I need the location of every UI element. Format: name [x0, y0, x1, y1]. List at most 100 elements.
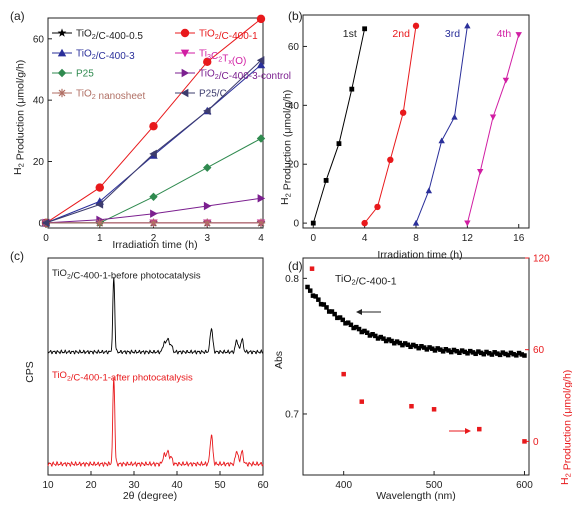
data-point	[149, 122, 158, 131]
marker-shape	[502, 77, 510, 84]
marker-shape	[432, 348, 438, 353]
xrd-pattern	[47, 377, 264, 468]
legend-marker	[180, 88, 189, 98]
marker-shape	[430, 346, 435, 351]
data-point	[489, 114, 497, 121]
y-tick-label: 0	[293, 219, 299, 230]
data-point	[367, 333, 373, 338]
data-point	[256, 56, 265, 65]
panel-a-frame	[47, 17, 264, 229]
data-point	[356, 326, 362, 332]
marker-shape	[419, 344, 424, 349]
data-point	[459, 348, 465, 353]
marker-shape	[343, 321, 348, 326]
data-point	[402, 341, 408, 346]
data-point	[464, 22, 471, 29]
marker-shape	[324, 305, 329, 310]
y-axis-label: H2 Production (μmol/g/h)	[12, 60, 27, 175]
x-tick-label: 30	[128, 480, 140, 491]
data-point	[424, 347, 430, 352]
marker-shape	[497, 352, 503, 358]
x-tick-label: 12	[462, 233, 474, 244]
data-point	[329, 309, 335, 314]
data-point	[419, 344, 424, 349]
marker-shape	[424, 347, 430, 352]
data-point	[323, 178, 329, 183]
series-2nd	[361, 22, 420, 227]
data-point	[489, 352, 495, 357]
data-point	[421, 345, 427, 350]
marker-shape	[515, 32, 522, 38]
data-point	[203, 218, 212, 228]
legend-label: P25	[76, 69, 94, 80]
marker-shape	[477, 169, 484, 175]
panel-c-frame	[47, 257, 264, 476]
marker-shape	[427, 345, 432, 350]
y-axis-label-left: Abs	[273, 351, 285, 369]
data-point	[519, 352, 525, 357]
marker-shape	[337, 315, 343, 320]
marker-shape	[383, 338, 389, 344]
marker-shape	[505, 352, 511, 358]
cycle-annotation: 1st	[343, 28, 357, 40]
legend-marker	[181, 68, 190, 78]
series-1st	[310, 26, 368, 226]
legend-marker	[57, 48, 67, 57]
marker-shape	[181, 68, 190, 78]
data-point	[481, 351, 487, 357]
marker-shape	[477, 426, 482, 432]
legend-entry: P25/C	[175, 89, 227, 100]
series-line	[466, 34, 520, 224]
marker-shape	[356, 326, 362, 332]
marker-shape	[449, 349, 454, 355]
x-tick-label: 2	[151, 233, 157, 244]
data-point	[337, 315, 343, 320]
data-point	[449, 349, 454, 355]
data-point	[502, 77, 510, 84]
x-tick-label: 8	[413, 233, 419, 244]
data-point	[508, 350, 514, 356]
marker-shape	[399, 109, 407, 116]
pattern-label: TiO2/C-400-1-after photocatalysis	[52, 370, 193, 384]
marker-shape	[203, 106, 211, 116]
data-point	[256, 134, 266, 143]
x-axis-label: Irradiation time (h)	[112, 239, 197, 251]
marker-shape	[470, 350, 476, 355]
marker-shape	[457, 350, 462, 355]
panel-d-frame	[302, 257, 530, 476]
data-point	[432, 348, 438, 353]
marker-shape	[465, 351, 470, 356]
marker-shape	[473, 351, 478, 357]
data-point	[203, 106, 211, 116]
marker-shape	[484, 349, 489, 355]
marker-shape	[478, 350, 484, 356]
data-point	[150, 209, 158, 218]
data-point	[354, 324, 359, 330]
marker-shape	[313, 294, 318, 299]
marker-shape	[329, 309, 335, 314]
marker-shape	[464, 220, 471, 227]
series-TiO2/C-400-3	[41, 60, 266, 227]
x-tick-label: 400	[335, 480, 352, 491]
series-h2	[309, 266, 527, 444]
y-tick-label: 40	[288, 101, 300, 112]
marker-shape	[149, 122, 158, 131]
data-point	[387, 156, 394, 164]
marker-shape	[150, 219, 157, 227]
x-tick-label: 600	[516, 480, 533, 491]
data-point	[476, 349, 481, 354]
marker-shape	[203, 57, 212, 67]
data-point	[321, 302, 327, 307]
data-point	[427, 345, 432, 350]
data-point	[416, 345, 421, 351]
data-point	[336, 141, 342, 147]
marker-shape	[416, 345, 421, 351]
data-point	[440, 349, 446, 354]
data-point	[495, 351, 500, 356]
marker-shape	[389, 338, 394, 344]
marker-shape	[345, 320, 351, 325]
marker-shape	[332, 311, 337, 317]
data-point	[203, 57, 212, 67]
marker-shape	[307, 288, 313, 293]
data-point	[335, 315, 340, 321]
